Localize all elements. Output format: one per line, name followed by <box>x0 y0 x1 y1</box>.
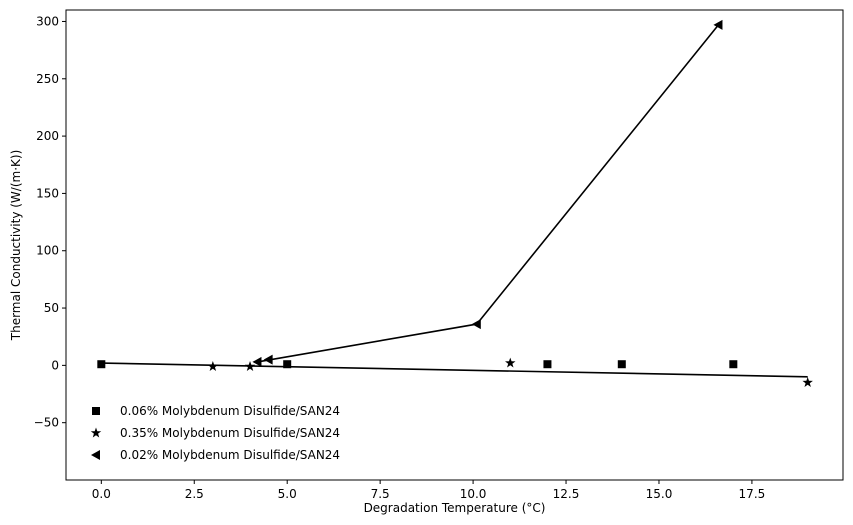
legend-marker-3 <box>91 450 100 460</box>
legend: 0.06% Molybdenum Disulfide/SAN24 0.35% Mo… <box>90 404 340 462</box>
data-point-series-1 <box>543 360 552 369</box>
x-tick-label: 15.0 <box>646 487 673 501</box>
y-tick-label: 100 <box>36 244 59 258</box>
y-axis-ticks: −50 0 50 100 150 200 250 300 <box>34 14 66 430</box>
y-tick-label: 0 <box>51 358 59 372</box>
y-tick-label: 300 <box>36 14 59 28</box>
legend-marker-1 <box>92 407 100 415</box>
data-point-series-3 <box>263 354 273 365</box>
plot-frame <box>65 9 844 481</box>
data-point-series-2 <box>244 361 256 371</box>
y-tick-label: −50 <box>34 416 59 430</box>
x-tick-label: 0.0 <box>92 487 111 501</box>
y-tick-label: 50 <box>44 301 59 315</box>
data-point-series-1 <box>617 360 626 369</box>
x-axis-label: Degradation Temperature (°C) <box>364 501 546 515</box>
data-point-series-3 <box>713 19 723 30</box>
legend-label-2: 0.35% Molybdenum Disulfide/SAN24 <box>120 426 340 440</box>
x-tick-label: 17.5 <box>739 487 766 501</box>
data-point-series-3 <box>471 319 481 330</box>
markers-layer <box>97 19 813 388</box>
data-point-series-3 <box>252 356 262 367</box>
data-point-series-1 <box>729 360 738 369</box>
data-point-series-2 <box>505 357 516 368</box>
x-tick-label: 10.0 <box>460 487 487 501</box>
data-point-series-2 <box>207 361 219 371</box>
x-axis-ticks: 0.0 2.5 5.0 7.5 10.0 12.5 15.0 17.5 <box>92 480 766 501</box>
y-tick-label: 250 <box>36 72 59 86</box>
legend-label-3: 0.02% Molybdenum Disulfide/SAN24 <box>120 448 340 462</box>
legend-label-1: 0.06% Molybdenum Disulfide/SAN24 <box>120 404 340 418</box>
y-tick-label: 200 <box>36 129 59 143</box>
x-tick-label: 2.5 <box>185 487 204 501</box>
x-tick-label: 5.0 <box>278 487 297 501</box>
data-point-series-2 <box>802 377 813 388</box>
data-point-series-1 <box>97 360 106 369</box>
data-point-series-1 <box>283 360 292 369</box>
x-tick-label: 7.5 <box>371 487 390 501</box>
trend-line-1 <box>101 362 808 378</box>
y-tick-label: 150 <box>36 186 59 200</box>
y-axis-label: Thermal Conductivity (W/(m·K)) <box>9 150 23 341</box>
x-tick-label: 12.5 <box>553 487 580 501</box>
legend-marker-2 <box>90 427 102 438</box>
